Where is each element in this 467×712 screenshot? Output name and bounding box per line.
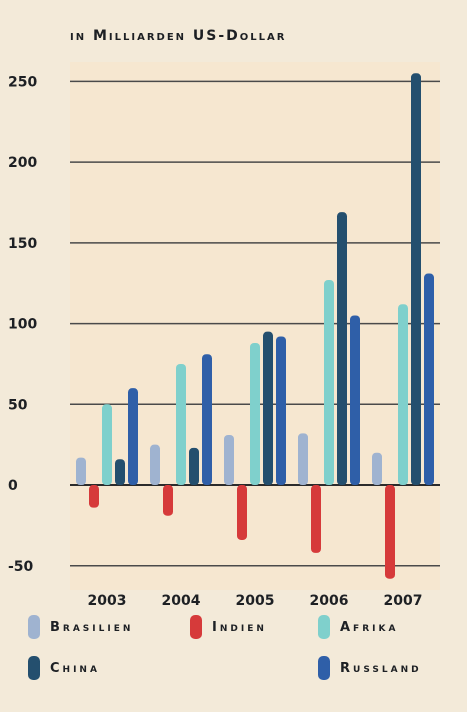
x-tick-label: 2006 — [310, 593, 349, 609]
bar-afrika-2003 — [102, 404, 112, 486]
bar-china-2007 — [411, 73, 421, 486]
bar-russland-2007 — [424, 273, 434, 486]
y-tick-label: 200 — [8, 155, 37, 171]
bar-indien-2007 — [385, 485, 395, 579]
x-tick-label: 2003 — [88, 593, 127, 609]
bar-russland-2004 — [202, 354, 212, 486]
bar-indien-2006 — [311, 485, 321, 553]
y-tick-label: 150 — [8, 236, 37, 252]
bar-china-2003 — [115, 459, 125, 486]
chart-subtitle: in Milliarden US-Dollar — [70, 28, 287, 44]
bar-afrika-2007 — [398, 304, 408, 486]
y-tick-label: 100 — [8, 317, 37, 333]
bar-brasilien-2004 — [150, 444, 160, 486]
bar-afrika-2006 — [324, 279, 334, 486]
bar-brasilien-2006 — [298, 433, 308, 486]
bar-russland-2006 — [350, 315, 360, 486]
bar-indien-2004 — [163, 485, 173, 516]
bar-brasilien-2005 — [224, 434, 234, 486]
bar-afrika-2005 — [250, 342, 260, 486]
bar-indien-2003 — [89, 485, 99, 508]
y-tick-label: 250 — [8, 74, 37, 90]
y-tick-label: 0 — [8, 478, 18, 494]
x-tick-label: 2007 — [384, 593, 423, 609]
bar-china-2004 — [189, 447, 199, 486]
bar-russland-2003 — [128, 388, 138, 486]
bar-china-2006 — [337, 212, 347, 486]
bar-china-2005 — [263, 331, 273, 486]
bar-afrika-2004 — [176, 363, 186, 486]
bar-indien-2005 — [237, 485, 247, 540]
bar-russland-2005 — [276, 336, 286, 486]
bar-brasilien-2007 — [372, 452, 382, 486]
y-tick-label: -50 — [8, 559, 34, 575]
x-tick-label: 2005 — [236, 593, 275, 609]
bar-brasilien-2003 — [76, 457, 86, 486]
x-tick-label: 2004 — [162, 593, 201, 609]
plot-background — [70, 62, 440, 590]
y-tick-label: 50 — [8, 397, 28, 413]
